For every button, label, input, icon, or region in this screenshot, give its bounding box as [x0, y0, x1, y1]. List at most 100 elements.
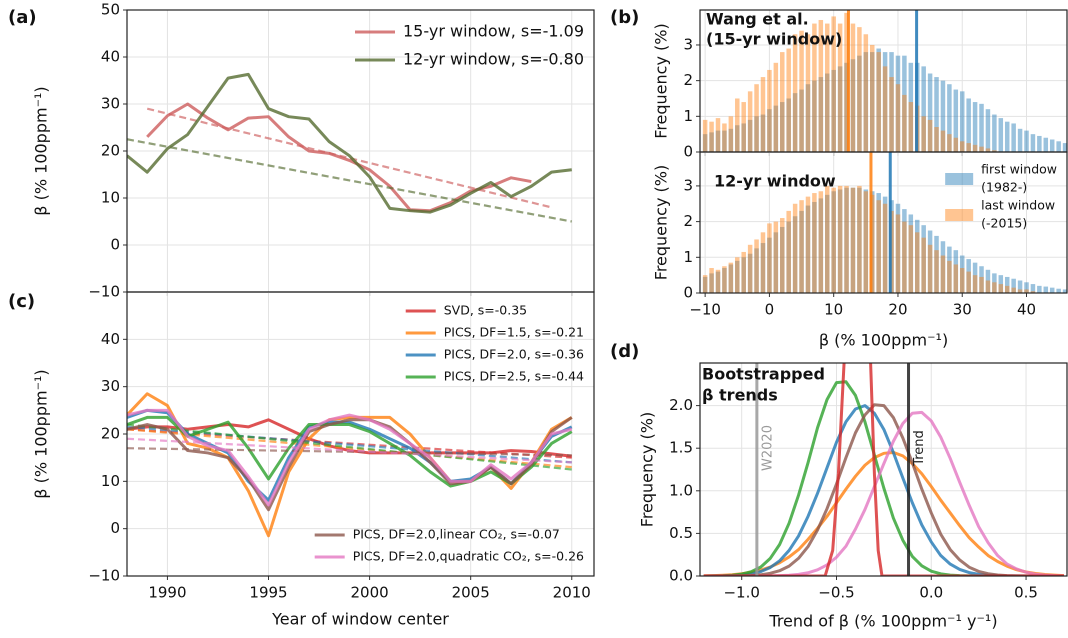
hist-bar: [709, 273, 714, 293]
y-tick-label: 2: [683, 212, 693, 230]
hist-bar: [747, 253, 753, 293]
hist-bar: [992, 273, 997, 293]
hist-bar: [805, 205, 811, 293]
hist-bar: [818, 198, 824, 293]
hist-bar: [735, 260, 740, 293]
hist-bar: [959, 255, 965, 293]
legend-swatch: [945, 209, 974, 221]
y-tick-label: 0: [683, 143, 693, 161]
hist-bar: [792, 34, 798, 152]
hist-bar: [709, 268, 714, 293]
hist-bar: [715, 269, 721, 293]
hist-bar: [927, 73, 933, 152]
hist-bar: [754, 116, 759, 152]
hist-bar: [1011, 123, 1016, 152]
plot-area: [127, 72, 572, 223]
x-axis-label: Trend of β (% 100ppm⁻¹ y⁻¹): [768, 612, 997, 631]
hist-bar: [722, 123, 727, 152]
y-tick-label: 0: [110, 236, 120, 254]
hist-bar: [857, 55, 862, 152]
hist-bar: [1049, 287, 1055, 293]
hist-bar: [857, 185, 862, 293]
hist-bar: [728, 116, 734, 152]
hist-bar: [837, 23, 843, 152]
hist-bar: [966, 271, 971, 293]
x-tick-label: 2010: [553, 584, 591, 602]
hist-bar: [767, 69, 772, 152]
x-tick-label: 30: [953, 301, 972, 319]
hist-bar: [1056, 288, 1061, 293]
hist-bar: [818, 191, 824, 293]
hist-bar: [812, 80, 817, 152]
hist-bar: [844, 185, 849, 293]
hist-bar: [889, 52, 894, 152]
panel-label: (a): [8, 7, 37, 28]
y-tick-label: 3: [683, 35, 693, 53]
hist-bar: [850, 187, 856, 293]
y-tick-label: −10: [88, 283, 120, 301]
axes-frame: [699, 362, 1068, 577]
hist-bar: [998, 118, 1004, 152]
hist-bar: [850, 59, 856, 152]
legend-label: last window: [981, 198, 1055, 213]
y-tick-label: 10: [101, 472, 120, 490]
hist-bar: [863, 52, 869, 152]
axes-frame: [699, 151, 1068, 294]
hist-bar: [831, 69, 836, 152]
hist-bar: [895, 55, 901, 152]
hist-bar: [927, 119, 933, 152]
trend-line: [127, 428, 572, 469]
x-tick-label: −0.5: [818, 584, 854, 602]
hist-bar: [1017, 128, 1023, 152]
hist-bar: [934, 77, 939, 152]
hist-bar: [953, 250, 959, 293]
hist-bar: [1004, 121, 1010, 152]
legend-label: SVD, s=-0.35: [444, 303, 527, 318]
hist-bar: [979, 103, 984, 152]
legend-label: 12-yr window, s=-0.80: [403, 50, 584, 69]
hist-bar: [767, 109, 772, 152]
x-axis-label: β (% 100ppm⁻¹): [819, 331, 948, 350]
hist-bar: [786, 98, 791, 152]
hist-bar: [728, 264, 734, 293]
hist-bar: [857, 187, 862, 293]
y-tick-label: 3: [683, 176, 693, 194]
hist-bar: [709, 132, 714, 152]
x-axis-label: Year of window center: [271, 610, 449, 629]
y-tick-label: 1: [683, 248, 693, 266]
hist-bar: [914, 219, 920, 293]
hist-bar: [953, 137, 959, 152]
legend-label: (-2015): [981, 216, 1027, 231]
series-line: [127, 415, 573, 488]
hist-bar: [934, 235, 939, 293]
hist-bar: [702, 276, 708, 293]
hist-bar: [947, 260, 952, 293]
hist-bar: [992, 282, 997, 293]
hist-bar: [940, 130, 946, 152]
hist-bar: [767, 223, 772, 293]
hist-bar: [805, 34, 811, 152]
x-tick-label: 2005: [452, 584, 490, 602]
hist-bar: [876, 48, 881, 152]
hist-bar: [998, 275, 1004, 293]
hist-bar: [780, 52, 785, 152]
hist-bar: [876, 193, 881, 293]
hist-bar: [1037, 135, 1042, 152]
y-tick-label: 50: [101, 1, 120, 19]
hist-bar: [870, 44, 875, 152]
hist-bar: [972, 102, 978, 152]
hist-bar: [722, 266, 727, 293]
hist-bar: [882, 66, 888, 152]
hist-bar: [837, 66, 843, 152]
hist-bar: [908, 214, 914, 293]
hist-bar: [844, 62, 849, 152]
y-tick-label: 2.0: [669, 396, 693, 414]
hist-bar: [934, 250, 939, 293]
hist-bar: [728, 262, 734, 293]
hist-bar: [992, 150, 997, 152]
hist-bar: [715, 118, 721, 152]
x-tick-label: 10: [824, 301, 843, 319]
hist-bar: [1043, 286, 1049, 293]
hist-bar: [747, 119, 753, 152]
